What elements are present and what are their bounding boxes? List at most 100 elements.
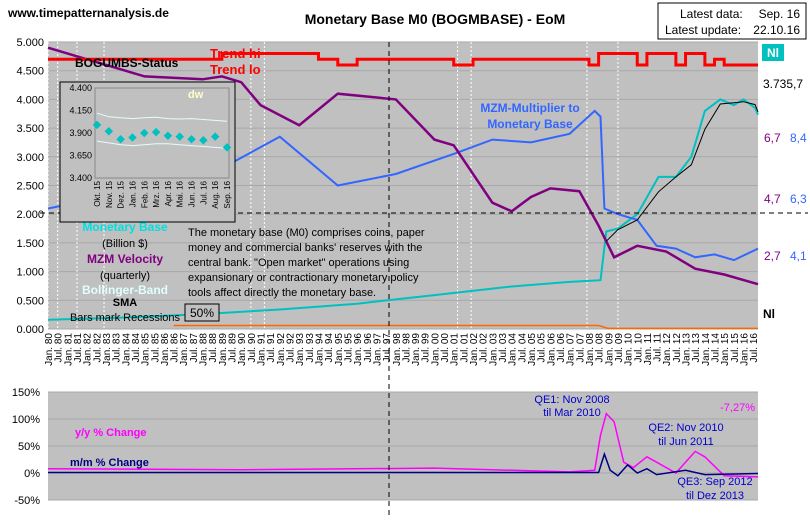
velocity-axis-3: 2,7 xyxy=(764,249,781,263)
inset-point xyxy=(199,135,208,145)
main-ytick-label: 4.500 xyxy=(16,66,44,78)
bottom-ytick-label: -50% xyxy=(14,495,40,507)
inset-ytick-label: 3.900 xyxy=(69,128,92,138)
series-yy xyxy=(47,412,759,478)
inset-xtick-label: Jul. 16 xyxy=(199,180,208,204)
main-xtick-label: Jan. 95 xyxy=(334,333,345,366)
main-xtick-label: Jan. 87 xyxy=(179,333,190,366)
velocity-axis-2: 4,7 xyxy=(764,192,781,206)
inset-xtick-label: Feb. 16 xyxy=(140,180,149,208)
chart-title: Monetary Base M0 (BOGMBASE) - EoM xyxy=(305,11,566,27)
main-ytick-label: 5.000 xyxy=(16,37,44,49)
series-sma xyxy=(605,101,759,242)
main-xtick-label: Jul. 16 xyxy=(749,333,760,363)
main-xtick-label: Jul. 13 xyxy=(691,333,702,363)
series-multiplier xyxy=(47,109,759,262)
main-xtick-label: Jul. 84 xyxy=(131,333,142,363)
main-xtick-label: Jul. 99 xyxy=(421,333,432,363)
main-xtick-label: Jul. 86 xyxy=(170,333,181,363)
inset-xtick-label: Mai. 16 xyxy=(176,180,185,207)
main-xtick-label: Jan. 07 xyxy=(566,333,577,366)
main-xtick-label: Jul. 02 xyxy=(479,333,490,363)
series-trend xyxy=(48,51,758,67)
multiplier-label-2: Monetary Base xyxy=(487,117,573,131)
main-xtick-label: Jan. 04 xyxy=(508,333,519,366)
main-xtick-label: Jan. 13 xyxy=(682,333,693,366)
latest-data-value: Sep. 16 xyxy=(759,7,801,21)
mm-label: m/m % Change xyxy=(70,457,149,469)
inset-bollinger-upper xyxy=(96,112,228,122)
inset-xtick-label: Sep. 16 xyxy=(223,180,232,208)
multiplier-axis-3: 4,1 xyxy=(790,249,807,263)
legend-velocity: MZM Velocity xyxy=(87,252,163,266)
inset-xtick-label: Dez. 15 xyxy=(117,180,126,208)
main-xtick-label: Jan. 05 xyxy=(527,333,538,366)
latest-box xyxy=(657,2,807,40)
main-xtick-label: Jan. 82 xyxy=(83,333,94,366)
main-xtick-label: Jul. 82 xyxy=(92,333,103,363)
legend-base-unit: (Billion $) xyxy=(102,238,148,250)
main-xtick-label: Jul. 11 xyxy=(653,333,664,362)
inset-point xyxy=(163,131,173,140)
main-xtick-label: Jul. 93 xyxy=(305,333,316,363)
legend-sma: SMA xyxy=(113,297,138,309)
main-xtick-label: Jul. 06 xyxy=(556,333,567,363)
multiplier-axis-1: 8,4 xyxy=(790,131,807,145)
inset-point xyxy=(187,135,196,144)
pct-box-text: 50% xyxy=(190,306,214,320)
nl-badge-text: Nl xyxy=(767,46,779,60)
main-ytick-label: 2.500 xyxy=(16,181,44,193)
main-ytick-label: 0.500 xyxy=(16,295,44,307)
main-xtick-label: Jan. 86 xyxy=(160,333,171,366)
main-xtick-label: Jan. 92 xyxy=(276,333,287,366)
series-orange-band xyxy=(173,324,758,330)
bottom-ytick-label: 0% xyxy=(24,468,40,480)
main-xtick-label: Jul. 04 xyxy=(517,333,528,363)
inset-ytick-label: 3.400 xyxy=(69,173,92,183)
main-xtick-label: Jan. 80 xyxy=(44,333,55,366)
inset-plot-area xyxy=(94,87,230,179)
main-ytick-label: 1.500 xyxy=(16,238,44,250)
bottom-ytick-label: 150% xyxy=(12,387,40,399)
inset-xtick-label: Jun. 16 xyxy=(188,180,197,207)
pct-box xyxy=(184,303,220,322)
bogumbs-label: BOGUMBS-Status xyxy=(75,56,179,70)
main-xtick-label: Jul. 98 xyxy=(401,333,412,363)
main-xtick-label: Jul. 83 xyxy=(112,333,123,363)
inset-xtick-label: Aug. 16 xyxy=(211,180,220,208)
main-xtick-label: Jul. 07 xyxy=(575,333,586,363)
main-ytick-label: 1.000 xyxy=(16,267,44,279)
inset-point xyxy=(92,120,102,130)
main-xtick-label: Jan. 88 xyxy=(199,333,210,366)
main-xtick-label: Jan. 00 xyxy=(430,333,441,366)
main-xtick-label: Jan. 94 xyxy=(314,333,325,366)
inset-bollinger-lower xyxy=(96,140,228,149)
yy-label: y/y % Change xyxy=(75,427,147,439)
main-xtick-label: Jan. 12 xyxy=(662,333,673,366)
last-yy-label: -7,27% xyxy=(720,402,755,414)
main-xtick-label: Jul. 85 xyxy=(150,333,161,363)
main-xtick-label: Jan. 98 xyxy=(392,333,403,366)
main-xtick-label: Jan. 99 xyxy=(411,333,422,366)
qe1-label: QE1: Nov 2008 xyxy=(534,394,609,406)
main-xtick-label: Jan. 81 xyxy=(63,333,74,366)
main-xtick-label: Jan. 03 xyxy=(488,333,499,366)
main-xtick-label: Jul. 87 xyxy=(189,333,200,363)
qe3-label: QE3: Sep 2012 xyxy=(677,476,752,488)
main-xtick-label: Jan. 11 xyxy=(643,333,654,365)
latest-data-label: Latest data: xyxy=(680,7,743,21)
description-line: The monetary base (M0) comprises coins, … xyxy=(188,227,425,239)
inset-xtick-label: Mrz. 16 xyxy=(152,180,161,207)
description-line: central bank. "Open market" operations u… xyxy=(188,257,409,269)
inset-label: dw xyxy=(188,89,204,101)
inset-point xyxy=(140,128,149,138)
inset-point xyxy=(128,133,137,142)
inset-point xyxy=(210,132,220,141)
main-xtick-label: Jan. 10 xyxy=(624,333,635,366)
main-xtick-label: Jul. 97 xyxy=(382,333,393,363)
inset-ytick-label: 3.650 xyxy=(69,151,92,161)
inset-point xyxy=(222,143,232,152)
inset-xtick-label: Okt. 15 xyxy=(93,180,102,206)
inset-ytick-label: 4.400 xyxy=(69,83,92,93)
